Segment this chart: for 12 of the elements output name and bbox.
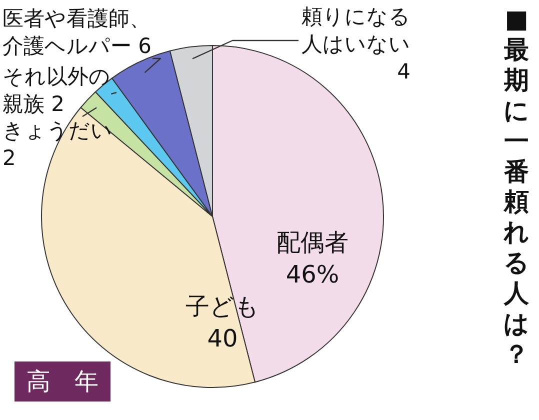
slice-label: 医者や看護師、介護ヘルパー 6 (2, 6, 152, 58)
text: 高 年 (26, 368, 98, 396)
data-label: 40 (207, 324, 238, 353)
slice-label: 頼りになる人はいない (302, 4, 410, 56)
slice-label: きょうだい (2, 118, 112, 142)
slice-label: それ以外の親族 2 (2, 64, 110, 116)
chart-title: ■最期に一番頼れる人は？ (504, 4, 530, 368)
data-label: 4 (397, 60, 411, 84)
slice-label: 配偶者 (276, 228, 348, 256)
slice-label: 子ども (186, 292, 260, 320)
data-label: 46% (286, 260, 340, 289)
data-label: 2 (2, 146, 16, 170)
